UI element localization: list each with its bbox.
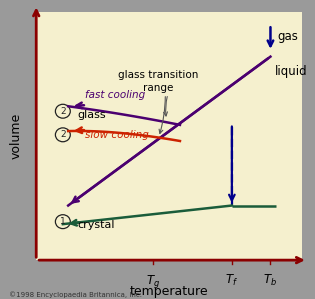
Text: $T_b$: $T_b$ [263, 273, 278, 288]
Text: 2: 2 [60, 130, 66, 139]
Text: liquid: liquid [274, 65, 307, 78]
Text: glass: glass [77, 110, 106, 120]
Text: slow cooling: slow cooling [85, 130, 149, 140]
Text: $T_f$: $T_f$ [225, 273, 238, 288]
Text: glass transition
range: glass transition range [118, 70, 199, 93]
Text: 2: 2 [60, 107, 66, 116]
Text: crystal: crystal [77, 220, 115, 231]
Text: temperature: temperature [130, 285, 209, 298]
Text: fast cooling: fast cooling [85, 90, 146, 100]
Text: gas: gas [277, 30, 298, 43]
Text: 1: 1 [60, 217, 66, 226]
Text: $T_g$: $T_g$ [146, 273, 160, 289]
Text: ©1998 Encyclopaedia Britannica, Inc.: ©1998 Encyclopaedia Britannica, Inc. [9, 291, 142, 298]
Text: volume: volume [10, 113, 23, 159]
